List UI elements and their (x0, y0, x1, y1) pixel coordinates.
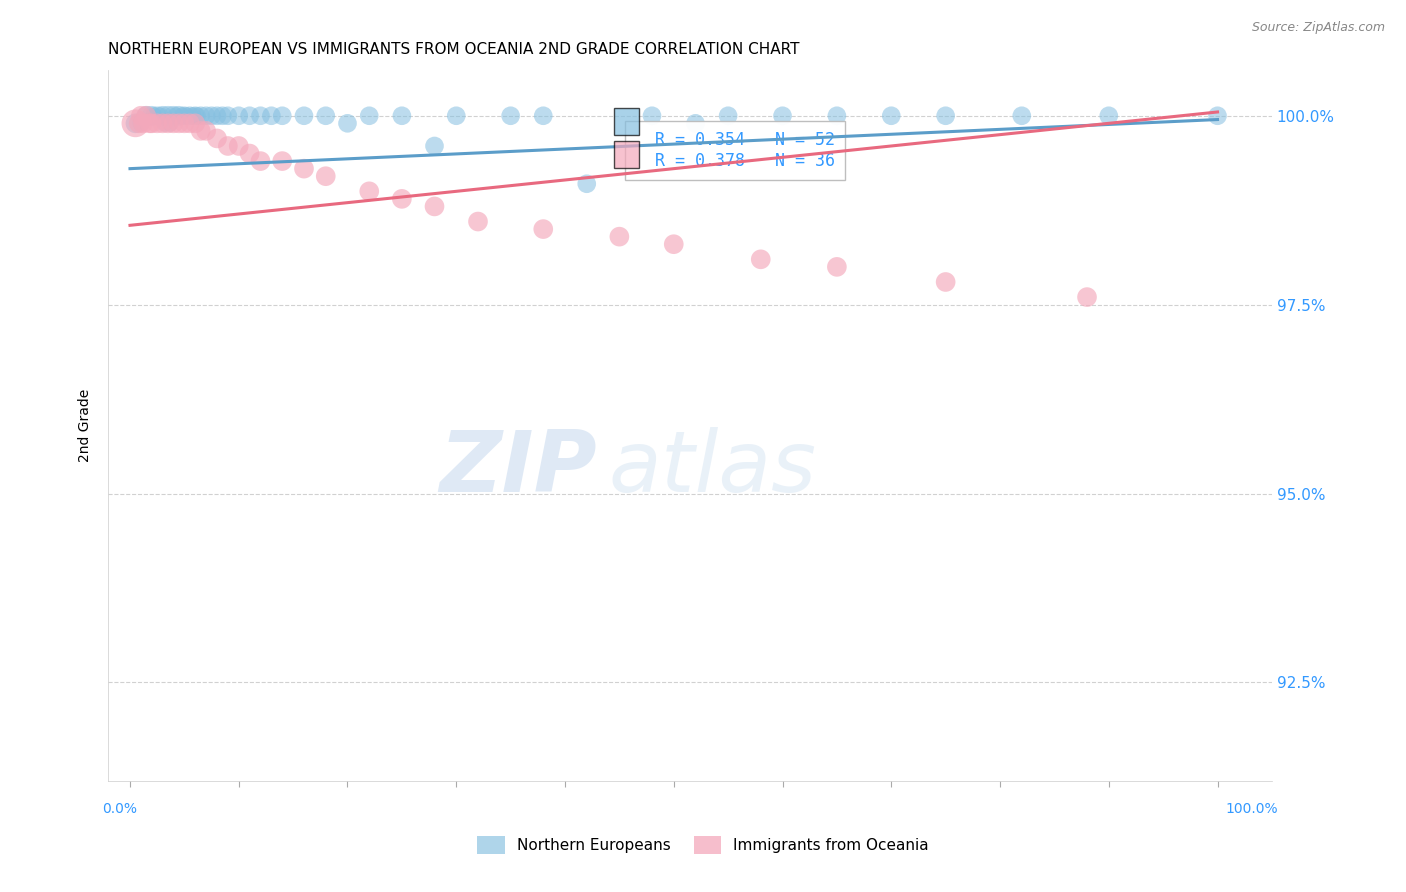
Point (641, 109, 664, 123)
Point (359, 109, 381, 123)
Point (260, 109, 283, 123)
Point (152, 109, 174, 123)
Point (531, 222, 554, 236)
Point (142, 109, 165, 123)
Point (153, 116, 176, 130)
Point (292, 161, 315, 176)
Point (173, 116, 195, 130)
Point (271, 109, 294, 123)
Point (135, 109, 157, 123)
Point (146, 116, 169, 130)
Point (149, 109, 172, 123)
Point (749, 252, 772, 267)
Point (685, 116, 707, 130)
Point (181, 109, 204, 123)
Point (211, 109, 233, 123)
Point (249, 109, 271, 123)
Point (124, 116, 146, 130)
Text: 100.0%: 100.0% (1225, 802, 1278, 815)
Point (195, 109, 218, 123)
Point (499, 109, 522, 123)
Point (167, 109, 190, 123)
Point (179, 116, 201, 130)
Point (825, 260, 848, 274)
Point (186, 109, 208, 123)
Point (173, 109, 195, 123)
Point (467, 214, 489, 228)
Point (195, 124, 218, 138)
Point (1076, 290, 1098, 304)
Point (717, 109, 740, 123)
Point (165, 109, 187, 123)
Point (609, 229, 631, 244)
Point (239, 146, 262, 161)
Point (141, 116, 163, 130)
Point (159, 116, 181, 130)
Point (239, 109, 262, 123)
Point (128, 116, 150, 130)
Point (336, 116, 359, 130)
Point (217, 109, 239, 123)
Point (135, 109, 157, 123)
Point (152, 116, 174, 130)
Point (162, 116, 184, 130)
Point (391, 192, 413, 206)
FancyBboxPatch shape (614, 108, 638, 135)
Point (249, 154, 271, 169)
Point (315, 109, 337, 123)
Point (200, 109, 222, 123)
Point (228, 139, 250, 153)
Point (825, 109, 848, 123)
Point (129, 109, 152, 123)
Point (190, 109, 212, 123)
Legend: Northern Europeans, Immigrants from Oceania: Northern Europeans, Immigrants from Ocea… (470, 828, 936, 862)
Point (124, 116, 146, 130)
Point (292, 109, 315, 123)
Point (205, 109, 228, 123)
Text: Source: ZipAtlas.com: Source: ZipAtlas.com (1251, 21, 1385, 34)
FancyBboxPatch shape (614, 141, 638, 168)
Text: ZIP: ZIP (439, 426, 598, 509)
Point (217, 139, 239, 153)
Y-axis label: 2nd Grade: 2nd Grade (79, 389, 93, 462)
Point (146, 109, 169, 123)
Point (1206, 109, 1229, 123)
Text: R = 0.354   N = 52
  R = 0.378   N = 36: R = 0.354 N = 52 R = 0.378 N = 36 (636, 131, 835, 169)
Point (662, 237, 685, 252)
Point (179, 109, 201, 123)
Point (391, 109, 413, 123)
Point (167, 116, 190, 130)
Point (271, 154, 294, 169)
Point (162, 109, 184, 123)
Text: atlas: atlas (609, 426, 817, 509)
Point (138, 116, 160, 130)
Point (423, 199, 446, 213)
Text: NORTHERN EUROPEAN VS IMMIGRANTS FROM OCEANIA 2ND GRADE CORRELATION CHART: NORTHERN EUROPEAN VS IMMIGRANTS FROM OCE… (108, 42, 800, 57)
Point (772, 109, 794, 123)
Point (315, 169, 337, 184)
Point (132, 116, 155, 130)
Point (935, 109, 957, 123)
Point (157, 109, 180, 123)
Point (157, 116, 180, 130)
Point (184, 109, 207, 123)
Point (880, 109, 903, 123)
Point (228, 109, 250, 123)
Point (1011, 109, 1033, 123)
Point (190, 124, 212, 138)
Point (184, 116, 207, 130)
Point (575, 177, 598, 191)
Point (531, 109, 554, 123)
Point (423, 139, 446, 153)
Point (141, 109, 163, 123)
Point (205, 131, 228, 145)
Point (1098, 109, 1121, 123)
Point (176, 109, 198, 123)
Text: 0.0%: 0.0% (103, 802, 138, 815)
Point (935, 275, 957, 289)
Point (359, 184, 381, 198)
Point (172, 109, 194, 123)
Point (129, 116, 152, 130)
Point (446, 109, 468, 123)
